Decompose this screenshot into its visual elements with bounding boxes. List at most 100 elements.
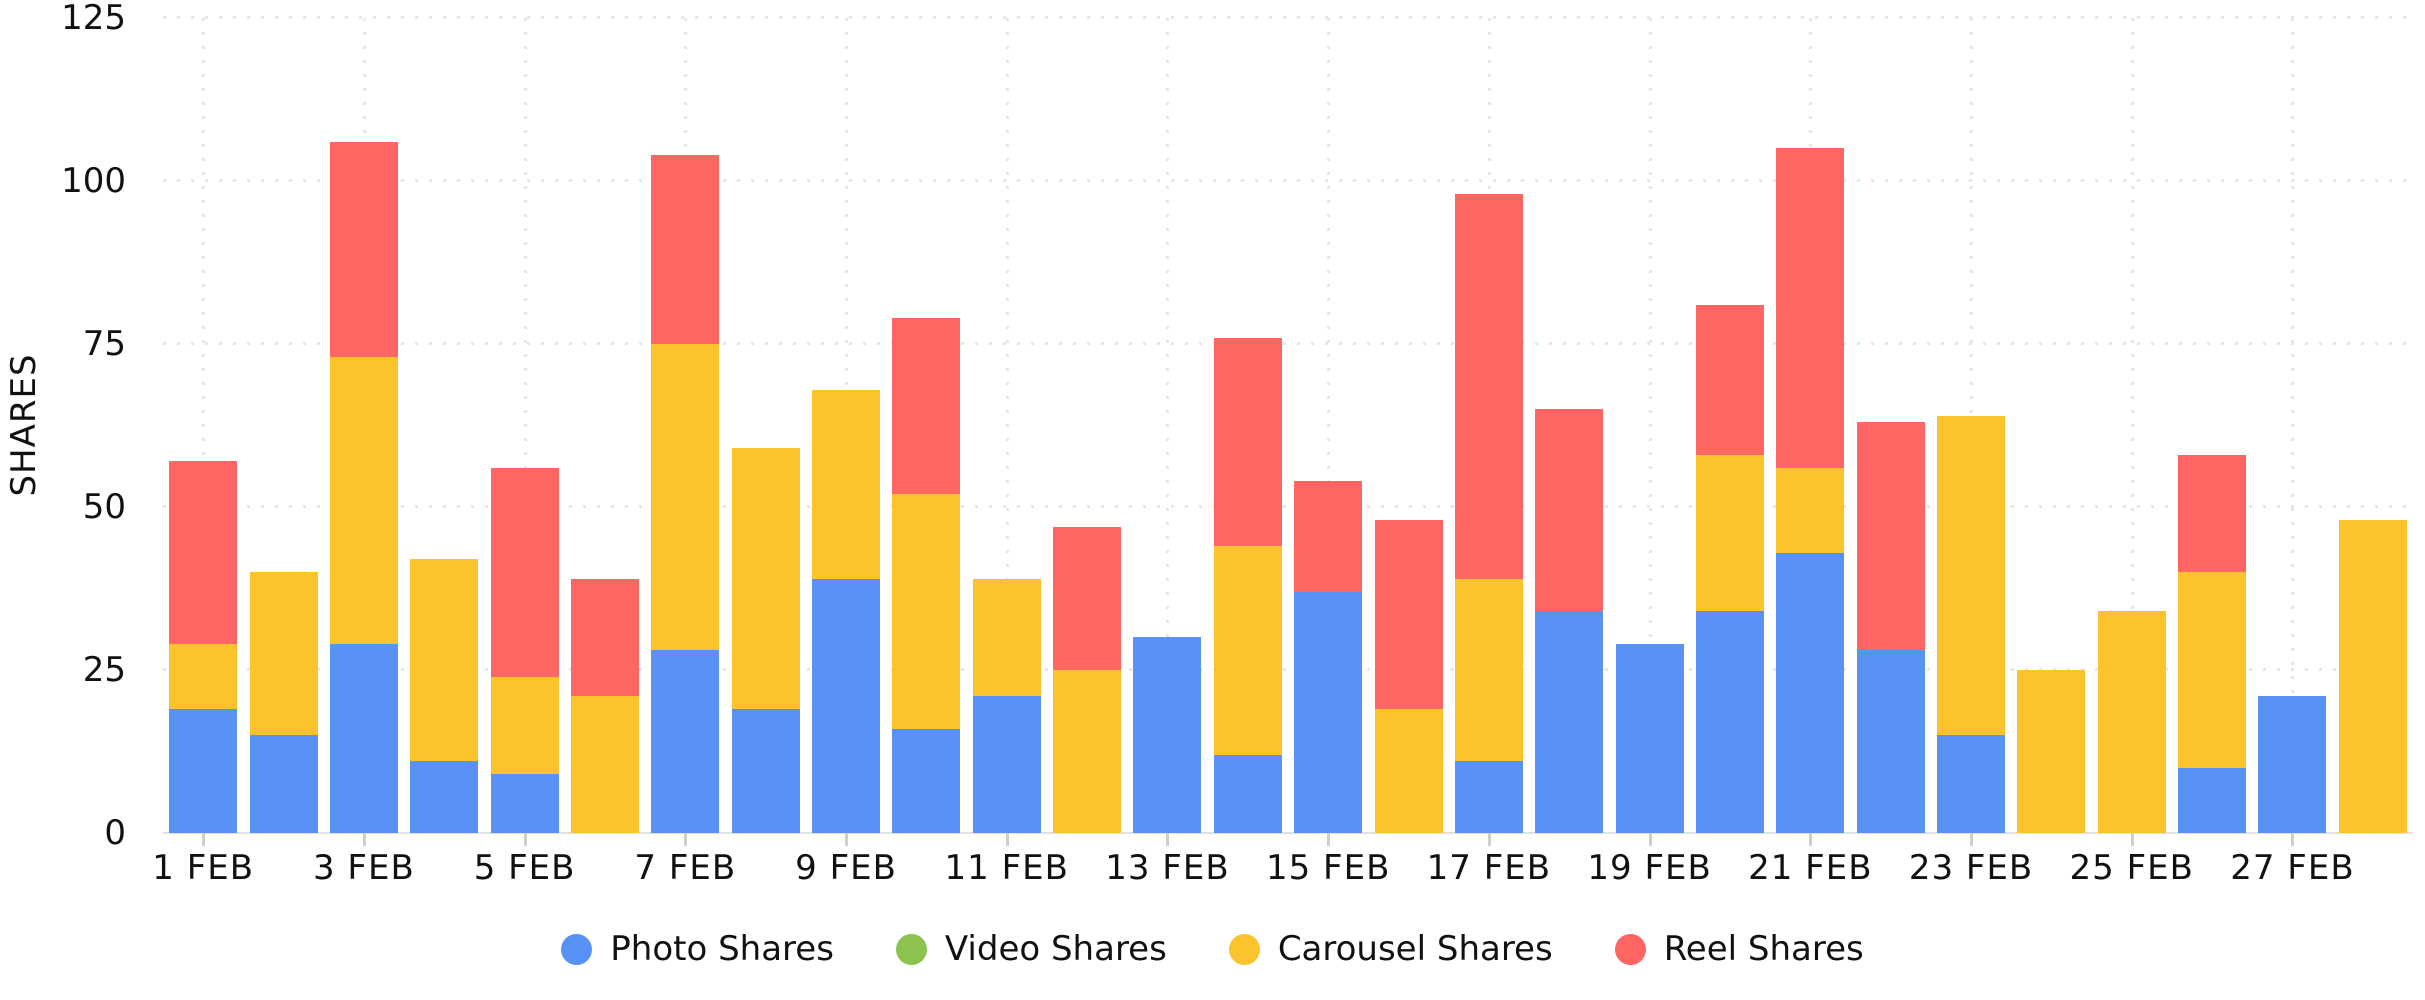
bar-column-16-feb	[1374, 520, 1443, 833]
v-gridline-11-feb	[1005, 18, 1009, 833]
y-tick-label-100: 100	[61, 161, 126, 201]
bar-segment-photo-shares	[169, 709, 238, 833]
bar-column-5-feb	[490, 467, 559, 833]
bar-segment-photo-shares	[249, 735, 318, 833]
bar-segment-photo-shares	[1615, 643, 1684, 833]
bar-segment-photo-shares	[1133, 637, 1202, 833]
bar-segment-reel-shares	[1294, 480, 1363, 592]
y-tick-label-50: 50	[82, 487, 126, 527]
v-gridline-15-feb	[1327, 18, 1331, 833]
bar-segment-carousel-shares	[972, 578, 1041, 697]
x-tick-label-1-feb: 1 FEB	[152, 848, 255, 888]
y-tick-label-75: 75	[82, 324, 126, 364]
h-gridline-50	[163, 505, 2413, 508]
bar-column-13-feb	[1133, 637, 1202, 833]
bar-segment-reel-shares	[1535, 409, 1604, 612]
bar-segment-photo-shares	[1454, 761, 1523, 833]
legend-item-photo-shares[interactable]: Photo Shares	[561, 932, 834, 966]
bar-segment-carousel-shares	[1053, 670, 1122, 833]
legend-label: Carousel Shares	[1277, 929, 1553, 969]
bar-segment-reel-shares	[1695, 304, 1764, 455]
x-tick-mark	[1970, 833, 1974, 846]
legend-item-reel-shares[interactable]: Reel Shares	[1614, 929, 1864, 969]
bar-segment-photo-shares	[329, 643, 398, 833]
bar-segment-photo-shares	[892, 728, 961, 833]
legend-item-carousel-shares[interactable]: Carousel Shares	[1228, 929, 1553, 969]
y-tick-label-0: 0	[104, 813, 126, 853]
legend-swatch-icon	[895, 933, 927, 965]
bar-segment-carousel-shares	[249, 572, 318, 736]
bar-segment-reel-shares	[1454, 194, 1523, 579]
x-tick-label-5-feb: 5 FEB	[473, 848, 576, 888]
y-tick-label-125: 125	[61, 0, 126, 38]
legend-item-video-shares[interactable]: Video Shares	[895, 932, 1167, 966]
bar-column-3-feb	[329, 141, 398, 833]
x-tick-label-17-feb: 17 FEB	[1426, 848, 1552, 888]
bar-segment-carousel-shares	[2097, 611, 2166, 833]
plot-area	[163, 16, 2413, 834]
bar-column-10-feb	[892, 317, 961, 833]
bar-column-26-feb	[2178, 454, 2247, 833]
bar-segment-carousel-shares	[1776, 467, 1845, 553]
bar-segment-carousel-shares	[1937, 415, 2006, 736]
bar-column-23-feb	[1937, 415, 2006, 833]
bar-column-22-feb	[1856, 422, 1925, 833]
bar-segment-photo-shares	[490, 774, 559, 833]
bar-column-24-feb	[2017, 670, 2086, 833]
bar-segment-carousel-shares	[1454, 578, 1523, 762]
bar-segment-photo-shares	[972, 696, 1041, 833]
bar-column-15-feb	[1294, 480, 1363, 833]
bar-column-28-feb	[2338, 520, 2407, 833]
legend-label: Reel Shares	[1663, 929, 1864, 969]
h-gridline-25	[163, 668, 2413, 671]
bar-segment-reel-shares	[1053, 526, 1122, 670]
x-tick-mark	[2130, 833, 2134, 846]
bar-column-4-feb	[410, 559, 479, 833]
bar-segment-carousel-shares	[2338, 520, 2407, 833]
x-tick-mark	[1487, 833, 1491, 846]
x-tick-mark	[1809, 833, 1813, 846]
y-tick-label-25: 25	[82, 650, 126, 690]
x-tick-label-21-feb: 21 FEB	[1748, 848, 1873, 888]
bar-segment-photo-shares	[1535, 611, 1604, 833]
bar-segment-photo-shares	[1937, 735, 2006, 833]
x-axis-tick-labels: 1 FEB 3 FEB 5 FEB 7 FEB 9 FEB 11 FEB 13 FEB 15 …	[152, 848, 2413, 897]
bar-segment-reel-shares	[651, 154, 720, 345]
x-tick-label-11-feb: 11 FEB	[944, 848, 1069, 888]
v-gridline-13-feb	[1166, 18, 1170, 833]
v-gridline-27-feb	[2291, 18, 2295, 833]
bar-segment-carousel-shares	[731, 448, 800, 710]
bar-column-21-feb	[1776, 148, 1845, 833]
x-tick-mark	[845, 833, 849, 846]
bar-segment-carousel-shares	[410, 559, 479, 762]
bar-segment-carousel-shares	[1213, 546, 1282, 755]
bar-segment-carousel-shares	[892, 493, 961, 729]
bar-segment-reel-shares	[2178, 454, 2247, 573]
x-tick-mark	[362, 833, 366, 846]
x-tick-mark	[202, 833, 206, 846]
x-tick-mark	[523, 833, 527, 846]
bar-segment-carousel-shares	[651, 344, 720, 651]
h-gridline-75	[163, 342, 2413, 345]
h-gridline-125	[163, 16, 2413, 19]
legend-swatch-icon	[1614, 933, 1646, 965]
v-gridline-1-feb	[202, 18, 206, 833]
bar-column-17-feb	[1454, 194, 1523, 833]
bar-segment-carousel-shares	[2178, 572, 2247, 768]
x-tick-label-23-feb: 23 FEB	[1908, 848, 2034, 888]
bar-segment-photo-shares	[1294, 591, 1363, 833]
bar-segment-carousel-shares	[490, 676, 559, 775]
x-axis-line	[163, 832, 2413, 834]
y-axis-tick-labels: 0 25 50 75 100 125	[0, 1, 126, 850]
bar-segment-carousel-shares	[2017, 670, 2086, 833]
bar-segment-photo-shares	[2178, 767, 2247, 833]
bar-segment-carousel-shares	[1374, 709, 1443, 833]
legend-swatch-icon	[1228, 933, 1260, 965]
bar-segment-reel-shares	[329, 141, 398, 358]
bar-column-12-feb	[1053, 526, 1122, 833]
x-tick-label-19-feb: 19 FEB	[1587, 848, 1712, 888]
bar-segment-carousel-shares	[169, 643, 238, 710]
bar-column-19-feb	[1615, 643, 1684, 833]
bar-segment-reel-shares	[1776, 148, 1845, 468]
